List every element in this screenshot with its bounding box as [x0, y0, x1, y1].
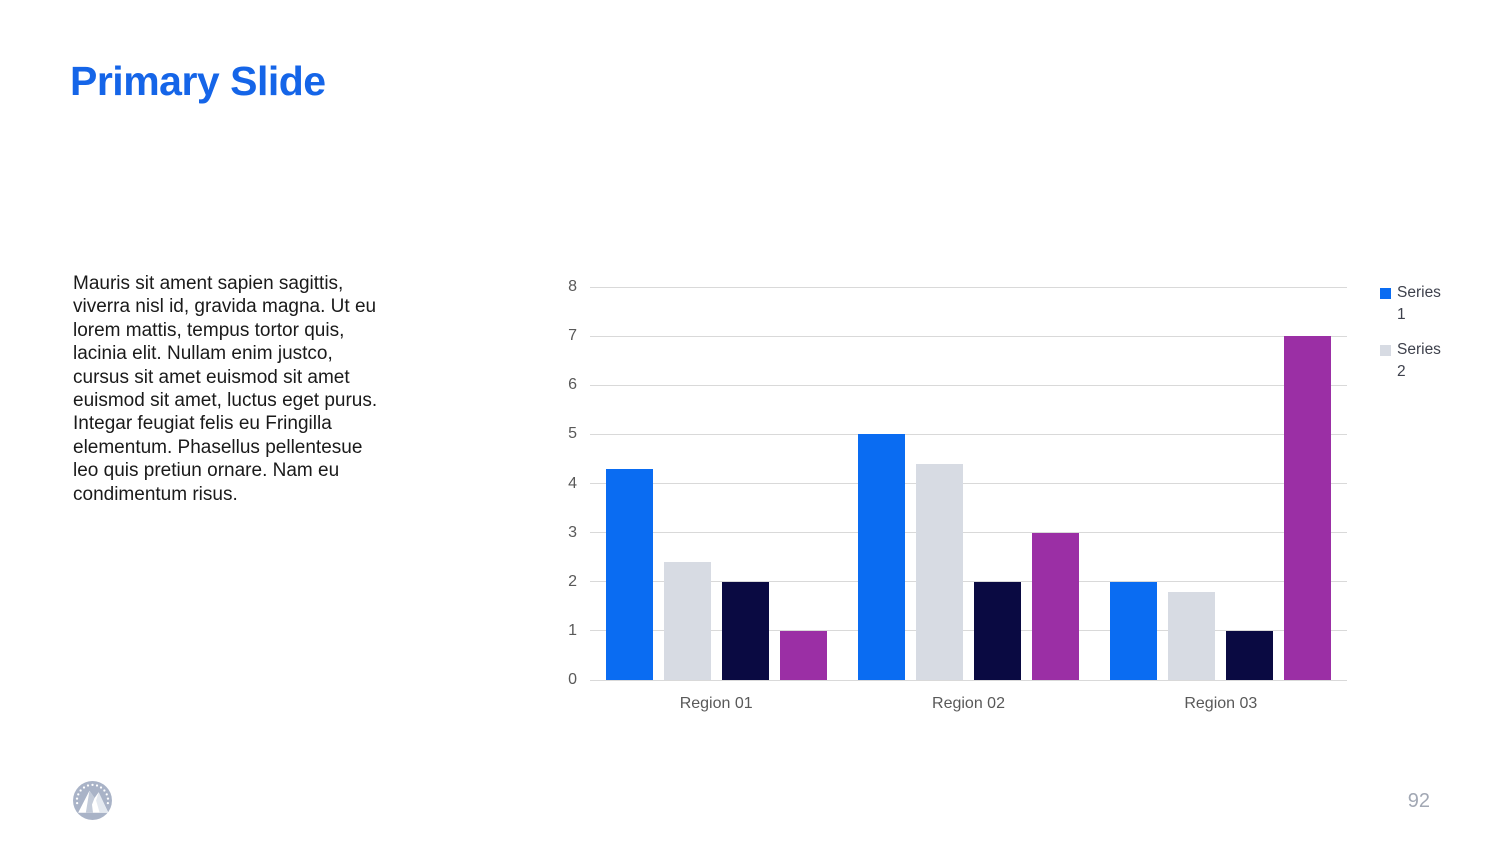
bar-series-2-region-02 [916, 463, 963, 680]
gridline [590, 335, 1347, 337]
bar-series-3-region-03 [1226, 630, 1274, 680]
bar-series-1-region-01 [605, 468, 653, 680]
legend-label: Series 1 [1397, 284, 1441, 323]
y-axis-tick-label: 4 [568, 474, 577, 492]
y-axis-tick-label: 5 [568, 425, 577, 443]
y-axis-tick-label: 1 [568, 621, 577, 639]
gridline [590, 581, 1347, 583]
y-axis-tick-label: 2 [568, 572, 577, 590]
bar-series-2-region-03 [1168, 591, 1216, 680]
y-axis-tick-label: 7 [568, 327, 577, 345]
paramount-mountain-logo-icon [72, 780, 113, 821]
category-label: Region 01 [679, 695, 753, 712]
body-paragraph: Mauris sit ament sapien sagittis, viverr… [73, 273, 378, 505]
bar-series-1-region-02 [858, 434, 905, 680]
bar-series-4-region-03 [1284, 336, 1332, 680]
bar-series-4-region-02 [1032, 532, 1079, 680]
bar-series-4-region-01 [779, 630, 827, 680]
legend-swatch [1380, 345, 1391, 356]
gridline [590, 286, 1347, 288]
gridline [590, 483, 1347, 484]
gridline [590, 532, 1347, 534]
category-label: Region 03 [1184, 695, 1258, 712]
legend-swatch [1380, 288, 1391, 299]
gridline [590, 433, 1347, 435]
slide-title: Primary Slide [70, 58, 326, 104]
page-number: 92 [1407, 790, 1430, 812]
bar-series-3-region-02 [974, 581, 1021, 680]
legend-label: Series 2 [1397, 341, 1441, 380]
category-label: Region 02 [932, 695, 1005, 712]
bar-series-2-region-01 [663, 562, 711, 680]
bar-series-1-region-03 [1110, 581, 1158, 680]
gridline [590, 630, 1347, 632]
gridline [590, 384, 1347, 386]
gridline [590, 679, 1347, 681]
y-axis-tick-label: 6 [568, 376, 577, 394]
y-axis-tick-label: 0 [568, 671, 577, 688]
y-axis-tick-label: 8 [568, 278, 577, 295]
bar-series-3-region-01 [721, 581, 769, 680]
y-axis-tick-label: 3 [568, 523, 577, 541]
